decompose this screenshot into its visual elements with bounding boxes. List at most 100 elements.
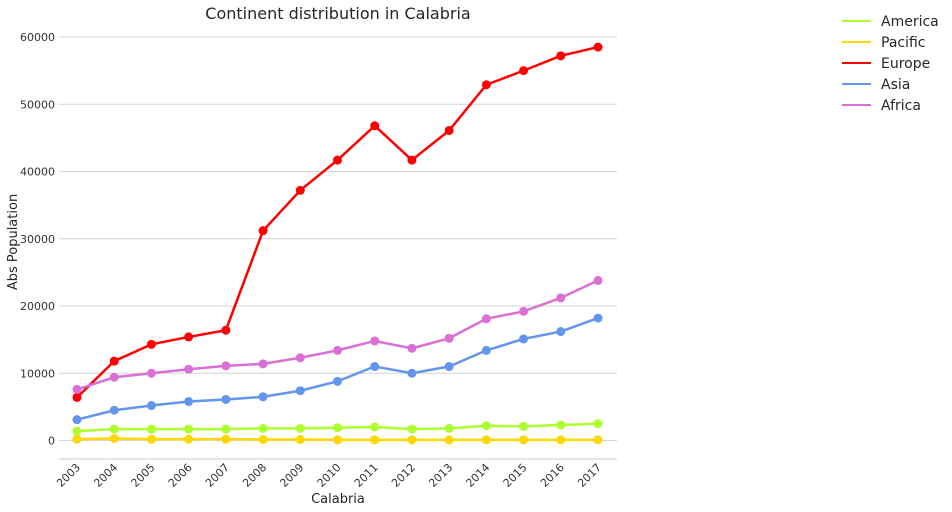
data-point (221, 325, 231, 335)
data-point (556, 327, 566, 337)
data-point (72, 434, 82, 444)
series-africa (72, 275, 603, 394)
data-point (593, 419, 603, 429)
data-point (407, 424, 417, 434)
data-point (556, 293, 566, 303)
chart-title: Continent distribution in Calabria (205, 4, 470, 23)
data-point (146, 339, 156, 349)
x-tick-label: 2012 (389, 461, 418, 490)
data-point (295, 185, 305, 195)
data-point (556, 435, 566, 445)
y-axis-label: Abs Population (6, 194, 21, 290)
legend-item: Asia (842, 77, 910, 93)
data-point (295, 423, 305, 433)
legend-item: America (842, 14, 939, 30)
data-point (295, 434, 305, 444)
data-point (444, 362, 454, 372)
x-tick-label: 2007 (203, 461, 232, 490)
data-point (333, 423, 342, 433)
data-point (481, 314, 491, 324)
series-pacific (72, 433, 603, 445)
data-point (481, 421, 491, 431)
x-tick-label: 2009 (277, 461, 306, 490)
y-tick-label: 30000 (20, 233, 55, 246)
legend-label: Africa (881, 98, 921, 114)
data-point (221, 434, 231, 444)
data-point (593, 435, 603, 445)
series-asia (72, 313, 603, 425)
data-point (146, 401, 156, 411)
data-point (72, 384, 82, 394)
data-point (109, 372, 119, 382)
data-point (109, 433, 119, 443)
data-point (556, 51, 566, 61)
legend-label: Pacific (881, 35, 926, 51)
legend-label: Asia (881, 77, 910, 93)
data-point (146, 434, 156, 444)
y-tick-label: 40000 (20, 166, 55, 179)
data-point (221, 394, 231, 404)
data-point (444, 125, 454, 135)
y-tick-label: 0 (48, 435, 55, 448)
data-point (519, 421, 529, 431)
series-europe (72, 42, 603, 402)
data-point (258, 359, 268, 369)
data-point (593, 313, 603, 323)
data-point (221, 361, 231, 371)
data-point (333, 345, 342, 355)
x-tick-label: 2010 (315, 461, 344, 490)
data-point (184, 434, 194, 444)
data-point (519, 66, 529, 76)
x-axis-label: Calabria (311, 492, 365, 507)
x-tick-label: 2013 (426, 461, 455, 490)
data-point (407, 155, 417, 165)
data-point (258, 226, 268, 236)
data-point (146, 424, 156, 434)
series-america (72, 419, 603, 436)
data-point (481, 345, 491, 355)
legend: America Pacific Europe Asia Africa (842, 14, 939, 114)
y-axis: 0 10000 20000 30000 40000 50000 60000 (20, 31, 55, 448)
x-tick-label: 2004 (91, 461, 120, 490)
data-point (221, 424, 231, 434)
data-point (184, 364, 194, 374)
data-point (258, 434, 268, 444)
data-point (519, 435, 529, 445)
data-point (109, 356, 119, 366)
x-tick-label: 2003 (54, 461, 83, 490)
data-point (593, 42, 603, 52)
data-point (258, 423, 268, 433)
data-point (481, 80, 491, 90)
data-point (407, 368, 417, 378)
x-tick-label: 2014 (463, 461, 492, 490)
data-point (184, 396, 194, 406)
data-point (109, 405, 119, 415)
x-tick-label: 2006 (166, 461, 195, 490)
y-tick-label: 10000 (20, 367, 55, 380)
x-tick-label: 2016 (538, 461, 567, 490)
data-point (370, 435, 380, 445)
data-point (295, 386, 305, 396)
data-point (258, 392, 268, 402)
data-point (333, 155, 342, 165)
y-tick-label: 60000 (20, 31, 55, 44)
x-tick-label: 2008 (240, 461, 269, 490)
data-point (370, 362, 380, 372)
data-point (333, 376, 342, 386)
data-point (593, 275, 603, 285)
data-point (184, 424, 194, 434)
y-tick-label: 50000 (20, 98, 55, 111)
data-point (444, 435, 454, 445)
data-point (333, 435, 342, 445)
data-point (109, 424, 119, 434)
series-layer (72, 42, 603, 445)
data-point (481, 435, 491, 445)
data-point (519, 334, 529, 344)
data-point (72, 426, 82, 436)
x-tick-label: 2005 (129, 461, 158, 490)
data-point (370, 336, 380, 346)
data-point (444, 423, 454, 433)
x-axis: 2003 2004 2005 2006 2007 2008 2009 2010 2011 2012… (54, 461, 604, 490)
x-tick-label: 2017 (575, 461, 604, 490)
